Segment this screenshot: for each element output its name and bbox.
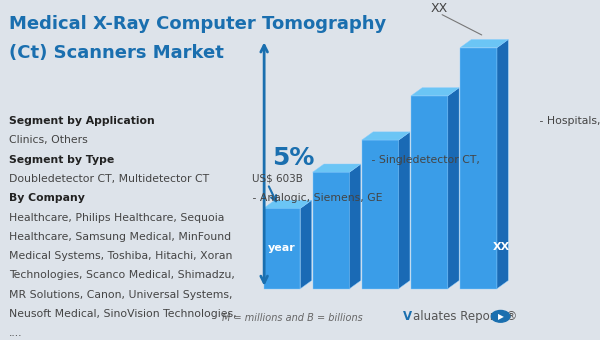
Text: - Hospitals,: - Hospitals, [536, 116, 600, 126]
Text: Medical Systems, Toshiba, Hitachi, Xoran: Medical Systems, Toshiba, Hitachi, Xoran [9, 251, 232, 261]
Text: M = millions and B = billions: M = millions and B = billions [221, 313, 362, 323]
Text: Clinics, Others: Clinics, Others [9, 135, 88, 145]
Polygon shape [301, 200, 311, 289]
Polygon shape [362, 140, 398, 289]
Circle shape [491, 310, 510, 322]
Text: - Singledetector CT,: - Singledetector CT, [368, 155, 481, 165]
Text: Segment by Application: Segment by Application [9, 116, 155, 126]
Text: 5%: 5% [272, 146, 314, 170]
Polygon shape [398, 132, 410, 289]
Polygon shape [263, 208, 301, 289]
Polygon shape [263, 200, 311, 208]
Text: Neusoft Medical, SinoVision Technologies,: Neusoft Medical, SinoVision Technologies… [9, 309, 236, 319]
Polygon shape [411, 96, 448, 289]
Text: aluates Reports®: aluates Reports® [413, 310, 517, 323]
Text: XX: XX [493, 242, 510, 252]
Polygon shape [313, 172, 350, 289]
Text: MR Solutions, Canon, Universal Systems,: MR Solutions, Canon, Universal Systems, [9, 290, 233, 300]
Text: (Ct) Scanners Market: (Ct) Scanners Market [9, 44, 224, 62]
Polygon shape [460, 48, 497, 289]
Text: Medical X-Ray Computer Tomography: Medical X-Ray Computer Tomography [9, 15, 386, 33]
Text: US$ 603B: US$ 603B [252, 174, 303, 184]
Polygon shape [448, 88, 459, 289]
Text: - Analogic, Siemens, GE: - Analogic, Siemens, GE [248, 193, 382, 203]
Text: ....: .... [9, 328, 23, 338]
Text: ▶: ▶ [497, 312, 503, 321]
Text: Segment by Type: Segment by Type [9, 155, 115, 165]
Text: Healthcare, Philips Healthcare, Sequoia: Healthcare, Philips Healthcare, Sequoia [9, 212, 224, 223]
Text: By Company: By Company [9, 193, 85, 203]
Text: year: year [268, 243, 296, 254]
Text: Doubledetector CT, Multidetector CT: Doubledetector CT, Multidetector CT [9, 174, 209, 184]
Text: XX: XX [431, 2, 448, 15]
Polygon shape [362, 132, 410, 140]
Polygon shape [350, 164, 361, 289]
Polygon shape [460, 39, 508, 48]
Text: Technologies, Scanco Medical, Shimadzu,: Technologies, Scanco Medical, Shimadzu, [9, 270, 235, 280]
Text: V: V [403, 310, 412, 323]
Polygon shape [497, 39, 508, 289]
Text: Healthcare, Samsung Medical, MinFound: Healthcare, Samsung Medical, MinFound [9, 232, 231, 242]
Polygon shape [411, 88, 459, 96]
Polygon shape [313, 164, 361, 172]
